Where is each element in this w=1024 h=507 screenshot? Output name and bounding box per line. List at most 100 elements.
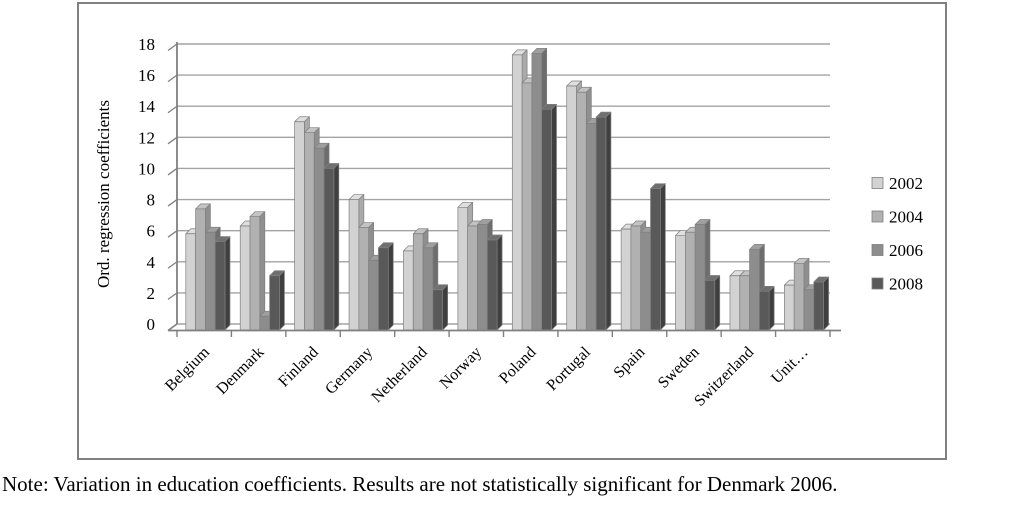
x-category-label: Belgium	[162, 343, 213, 394]
bar-2006-Spain	[640, 231, 651, 331]
bar-side-2008	[659, 183, 666, 331]
y-tick-label: 6	[147, 222, 156, 241]
bar-2004-Spain	[630, 225, 642, 331]
legend-swatch-2002	[871, 177, 884, 189]
bar-side-2008	[279, 270, 285, 331]
y-tick-label: 2	[147, 284, 156, 303]
bar-2006-Denmark	[259, 315, 270, 331]
bar-2006-Norway	[477, 224, 488, 331]
y-tick-label: 14	[138, 97, 156, 116]
bar-2002-Switzerland	[729, 275, 741, 331]
y-tick	[167, 136, 178, 145]
bar-side-2008	[823, 276, 829, 331]
bar-2002-Sweden	[675, 234, 686, 331]
bar-2002-Poland	[511, 54, 523, 331]
bar-2002-Unit…	[784, 284, 795, 331]
bar-2008-Unit…	[813, 281, 824, 331]
x-category-label: Spain	[611, 344, 649, 382]
bar-2002-Finland	[294, 121, 305, 331]
bar-side-2008	[714, 275, 721, 331]
y-tick	[167, 230, 178, 238]
bar-2004-Finland	[304, 132, 315, 331]
bar-2002-Spain	[620, 228, 632, 331]
y-tick	[167, 199, 178, 207]
x-category-label: Poland	[496, 344, 539, 387]
bar-2002-Portugal	[566, 85, 577, 331]
bar-2008-Finland	[323, 168, 335, 331]
bar-2002-Belgium	[185, 233, 196, 331]
x-category-label: Denmark	[213, 344, 267, 398]
bar-2006-Sweden	[694, 224, 706, 331]
y-tick	[167, 105, 178, 114]
bar-side-2008	[768, 285, 775, 331]
bar-2006-Switzerland	[749, 248, 760, 331]
y-tick	[167, 74, 178, 83]
bar-2004-Portugal	[576, 91, 587, 331]
bar-2004-Netherland	[412, 233, 424, 331]
y-tick-label: 10	[138, 159, 155, 178]
bar-2008-Belgium	[214, 241, 226, 331]
legend-swatch-2006	[871, 244, 884, 256]
legend-label: 2004	[889, 208, 924, 227]
y-tick-label: 18	[138, 35, 155, 54]
bar-2008-Poland	[541, 108, 552, 331]
bar-2008-Germany	[378, 247, 389, 331]
bar-side-2008	[224, 236, 231, 331]
bar-2006-Germany	[368, 259, 379, 331]
bar-2002-Germany	[348, 199, 360, 331]
bar-2004-Sweden	[684, 231, 696, 331]
bar-side-2008	[387, 242, 394, 331]
x-category-label: Sweden	[655, 344, 703, 392]
note-caption: Note: Variation in education coefficient…	[2, 472, 838, 496]
bar-2006-Finland	[313, 147, 325, 331]
axis-corner	[167, 323, 178, 332]
bar-2008-Sweden	[704, 280, 716, 331]
bar-2008-Switzerland	[759, 290, 770, 331]
bar-2006-Netherland	[422, 247, 434, 331]
x-category-label: Finland	[275, 344, 322, 391]
y-tick	[167, 292, 178, 300]
y-tick-label: 16	[138, 66, 155, 85]
bar-2006-Belgium	[205, 231, 216, 331]
bar-2004-Poland	[521, 82, 533, 331]
bar-side-2008	[605, 111, 612, 331]
bar-2004-Norway	[467, 225, 478, 331]
bar-2006-Poland	[531, 52, 543, 331]
y-tick-label: 8	[147, 191, 156, 210]
bar-side-2008	[333, 163, 340, 331]
x-category-label: Germany	[322, 344, 376, 398]
bar-side-2008	[496, 234, 503, 331]
bar-2006-Unit…	[803, 289, 815, 331]
y-tick-label: 4	[147, 253, 156, 272]
bar-2008-Spain	[650, 188, 661, 331]
y-tick-label: 12	[138, 128, 155, 147]
legend-label: 2002	[889, 174, 923, 193]
y-tick	[167, 43, 178, 52]
y-axis-title: Ord. regression coefficients	[94, 100, 113, 288]
bar-2002-Denmark	[239, 225, 251, 331]
y-tick	[167, 261, 178, 269]
chart-frame: 0 2 4 6 8 10 12 14 16 18 Belgium Denmark Finland Germ…	[77, 2, 947, 460]
bar-2002-Norway	[457, 206, 469, 331]
bar-2004-Belgium	[195, 208, 206, 331]
bar-2008-Portugal	[595, 116, 607, 331]
bar-2004-Switzerland	[739, 275, 750, 331]
bar-2004-Denmark	[249, 216, 261, 331]
legend-swatch-2004	[871, 210, 884, 223]
x-category-label: Switzerland	[691, 344, 757, 410]
legend-swatch-2008	[871, 277, 884, 290]
y-tick-label: 0	[147, 315, 156, 334]
bar-chart: 0 2 4 6 8 10 12 14 16 18 Belgium Denmark Finland Germ…	[94, 35, 924, 410]
legend-label: 2008	[889, 275, 923, 294]
x-category-label: Unit…	[768, 344, 811, 387]
bar-2006-Portugal	[585, 122, 597, 331]
bar-2008-Netherland	[432, 289, 444, 331]
bar-2004-Germany	[358, 227, 370, 331]
x-category-label: Norway	[437, 344, 485, 392]
x-category-label: Portugal	[544, 343, 595, 394]
y-tick	[167, 167, 178, 176]
legend-label: 2006	[889, 241, 923, 260]
bar-2002-Netherland	[403, 250, 414, 331]
x-category-label: Netherland	[368, 344, 430, 406]
bar-side-2008	[551, 103, 557, 331]
